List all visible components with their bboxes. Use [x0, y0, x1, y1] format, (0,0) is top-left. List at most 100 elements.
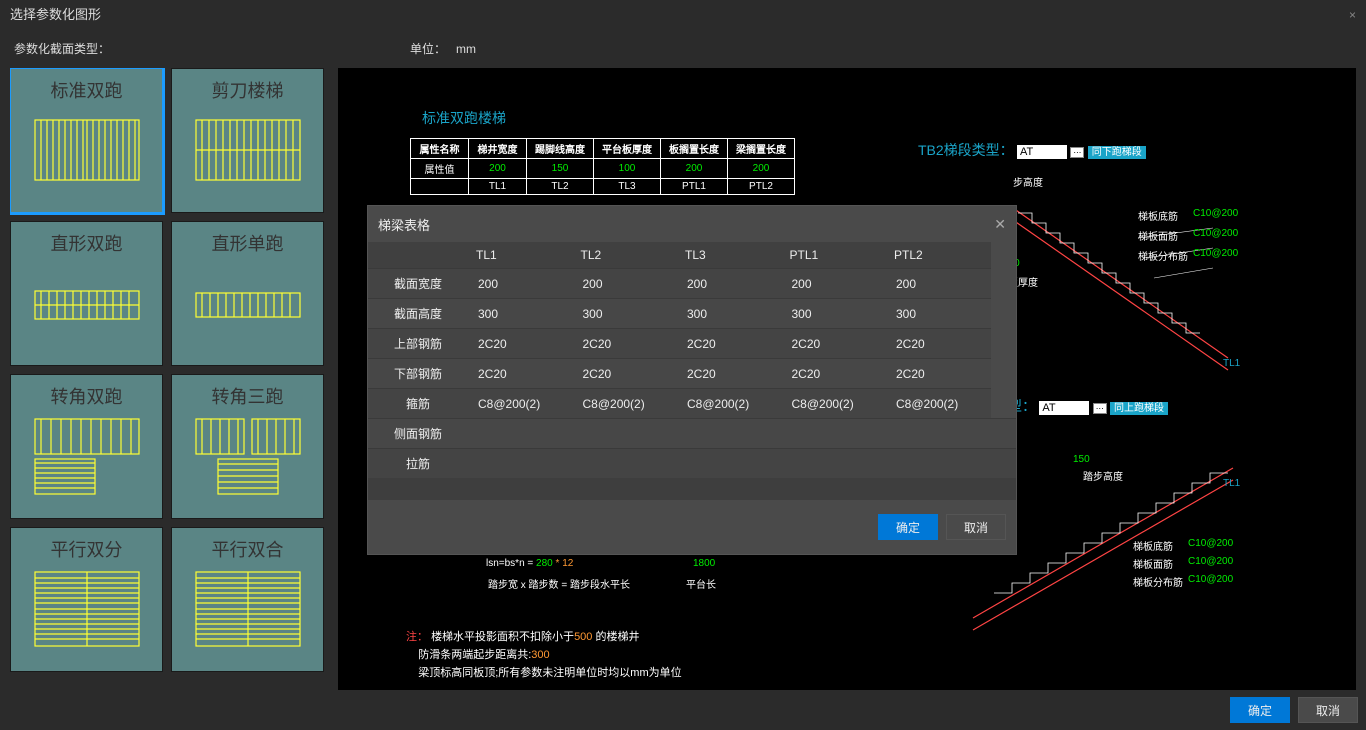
modal-cell[interactable]	[468, 419, 573, 449]
notes-l1a: 楼梯水平投影面积不扣除小于	[431, 631, 574, 643]
lab-b2: 梯板面筋	[1133, 556, 1173, 571]
lsn-fmt: lsn=bs*n =	[486, 558, 533, 569]
modal-cell[interactable]: 2C20	[573, 329, 678, 359]
card-3[interactable]: 直形单跑	[171, 221, 324, 366]
modal-cell[interactable]: C8@200(2)	[677, 389, 782, 419]
pt-cell[interactable]: 200	[469, 159, 527, 179]
card-5[interactable]: 转角三跑	[171, 374, 324, 519]
modal-col-head: PTL2	[886, 242, 991, 269]
modal-cell[interactable]	[677, 449, 782, 479]
modal-cell[interactable]	[677, 419, 782, 449]
modal-cell[interactable]: C8@200(2)	[886, 389, 991, 419]
row-label: 截面宽度	[368, 269, 468, 299]
pt-sub-cell: PTL2	[728, 179, 795, 195]
tb2-input[interactable]	[1017, 145, 1067, 159]
card-6[interactable]: 平行双分	[10, 527, 163, 672]
modal-cell[interactable]: 2C20	[468, 329, 573, 359]
modal-cell[interactable]: C8@200(2)	[468, 389, 573, 419]
pt-cell[interactable]: 200	[728, 159, 795, 179]
card-4[interactable]: 转角双跑	[10, 374, 163, 519]
modal-cancel-button[interactable]: 取消	[946, 514, 1006, 540]
tb1-input[interactable]	[1039, 401, 1089, 415]
tb2-picker-button[interactable]: ⋯	[1070, 147, 1084, 158]
stair-section-upper: 步高度 100 梯板厚度 梯板底筋 C10@200 梯板面筋 C10@200 梯…	[998, 178, 1248, 381]
modal-cell[interactable]: 200	[886, 269, 991, 299]
modal-cell[interactable]	[991, 449, 1017, 479]
modal-col-head: TL1	[468, 242, 573, 269]
pt-cell[interactable]: 150	[527, 159, 594, 179]
card-icon	[27, 258, 147, 348]
notes-l1b: 500	[574, 631, 592, 643]
modal-col-head: TL2	[573, 242, 678, 269]
ok-button[interactable]: 确定	[1230, 697, 1290, 723]
lsn-v1: 280	[536, 558, 553, 569]
modal-cell[interactable]: 200	[573, 269, 678, 299]
row-label: 拉筋	[368, 449, 468, 479]
lab-tl1-l: TL1	[1223, 478, 1240, 489]
modal-cell[interactable]: 2C20	[573, 359, 678, 389]
modal-spacer	[368, 478, 1016, 500]
modal-cell[interactable]: 2C20	[782, 359, 887, 389]
row-label: 侧面钢筋	[368, 419, 468, 449]
card-icon	[188, 105, 308, 195]
notes: 注： 楼梯水平投影面积不扣除小于500 的楼梯井 防滑条两端起步距离共:300 …	[406, 628, 682, 682]
card-icon	[27, 105, 147, 195]
notes-prefix: 注：	[406, 631, 428, 643]
notes-l1c: 的楼梯井	[592, 631, 639, 643]
tb1-picker-button[interactable]: ⋯	[1093, 403, 1107, 414]
modal-cell[interactable]: 300	[886, 299, 991, 329]
modal-col-head: PTL1	[782, 242, 887, 269]
table-row: 拉筋	[368, 449, 1016, 479]
modal-ok-button[interactable]: 确定	[878, 514, 938, 540]
card-title: 直形双跑	[51, 222, 123, 258]
modal-cell[interactable]	[468, 449, 573, 479]
tb1-row: 型： ⋯ 同上跑梯段	[1008, 396, 1168, 416]
card-1[interactable]: 剪刀楼梯	[171, 68, 324, 213]
modal-cell[interactable]: 2C20	[468, 359, 573, 389]
lab-step-h: 步高度	[1013, 174, 1043, 189]
modal-cell[interactable]: 200	[468, 269, 573, 299]
card-2[interactable]: 直形双跑	[10, 221, 163, 366]
lab-a2v: C10@200	[1193, 228, 1238, 239]
table-row: 上部钢筋2C202C202C202C202C20	[368, 329, 1016, 359]
modal-cell[interactable]: 300	[573, 299, 678, 329]
modal-col-head	[368, 242, 468, 269]
modal-cell[interactable]	[886, 449, 991, 479]
modal-cell[interactable]: 2C20	[886, 359, 991, 389]
row-label: 截面高度	[368, 299, 468, 329]
modal-cell[interactable]: 2C20	[782, 329, 887, 359]
pt-row-label: 属性值	[411, 159, 469, 179]
pt-sub-cell	[411, 179, 469, 195]
modal-cell[interactable]	[573, 449, 678, 479]
window-close-button[interactable]: ×	[1349, 0, 1356, 30]
modal-cell[interactable]: 2C20	[677, 329, 782, 359]
card-0[interactable]: 标准双跑	[10, 68, 163, 213]
pt-cell[interactable]: 200	[661, 159, 728, 179]
modal-cell[interactable]: 300	[782, 299, 887, 329]
modal-cell[interactable]: 300	[677, 299, 782, 329]
modal-cell[interactable]: 200	[782, 269, 887, 299]
tb2-row: TB2梯段类型： ⋯ 同下跑梯段	[918, 140, 1146, 160]
modal-cell[interactable]: 2C20	[886, 329, 991, 359]
modal-cell[interactable]	[782, 449, 887, 479]
notes-l2b: 300	[531, 649, 549, 661]
lab-a1v: C10@200	[1193, 208, 1238, 219]
notes-l2a: 防滑条两端起步距离共:	[418, 649, 531, 661]
lab-a3: 梯板分布筋	[1138, 248, 1188, 263]
modal-cell[interactable]: C8@200(2)	[782, 389, 887, 419]
modal-cell[interactable]: 200	[677, 269, 782, 299]
modal-cell[interactable]	[991, 419, 1017, 449]
modal-cell[interactable]: 300	[468, 299, 573, 329]
pt-cell[interactable]: 100	[594, 159, 661, 179]
param-table: 属性名称梯井宽度踢脚线高度平台板厚度板搁置长度梁搁置长度 属性值20015010…	[410, 138, 795, 195]
card-7[interactable]: 平行双合	[171, 527, 324, 672]
card-grid: 标准双跑剪刀楼梯直形双跑 直形单跑转角双跑转角三跑平行双分平行双合	[10, 68, 330, 672]
modal-cell[interactable]	[886, 419, 991, 449]
cancel-button[interactable]: 取消	[1298, 697, 1358, 723]
modal-cell[interactable]: 2C20	[677, 359, 782, 389]
modal-cell[interactable]	[573, 419, 678, 449]
modal-cell[interactable]: C8@200(2)	[573, 389, 678, 419]
modal-close-button[interactable]: ✕	[994, 216, 1006, 233]
modal-cell[interactable]	[782, 419, 887, 449]
footer: 确定 取消	[0, 690, 1366, 730]
